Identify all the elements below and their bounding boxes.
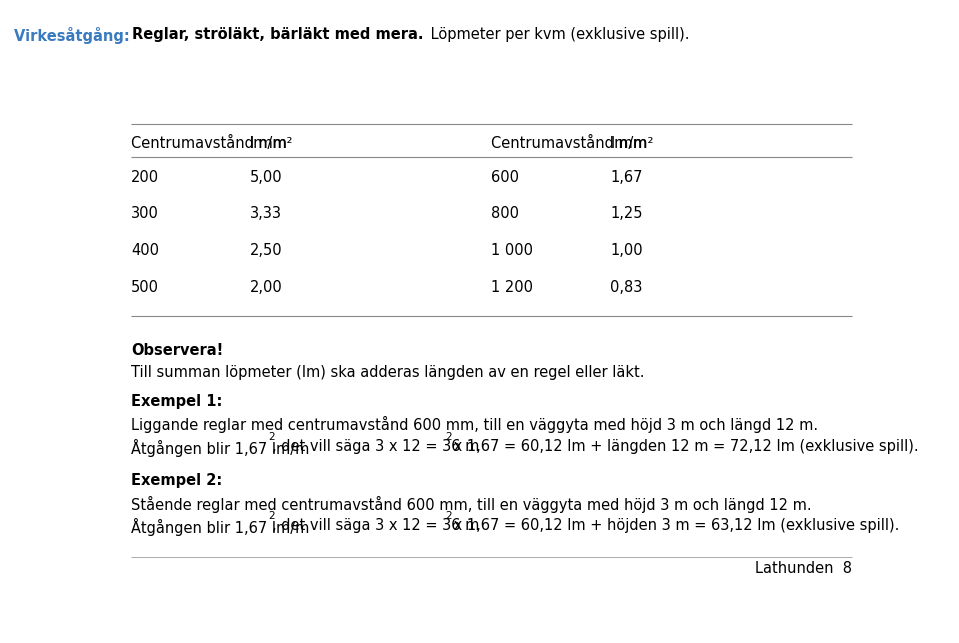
Text: Stående reglar med centrumavstånd 600 mm, till en väggyta med höjd 3 m och längd: Stående reglar med centrumavstånd 600 mm… bbox=[131, 496, 811, 512]
Text: 3,33: 3,33 bbox=[250, 206, 282, 221]
Text: Löpmeter per kvm (exklusive spill).: Löpmeter per kvm (exklusive spill). bbox=[426, 27, 690, 42]
Text: 400: 400 bbox=[131, 243, 159, 258]
Text: 1,00: 1,00 bbox=[611, 243, 643, 258]
Text: lm/m²: lm/m² bbox=[611, 136, 654, 150]
Text: 300: 300 bbox=[131, 206, 159, 221]
Text: 200: 200 bbox=[131, 170, 159, 185]
Text: 1 200: 1 200 bbox=[492, 280, 533, 294]
Text: Exempel 1:: Exempel 1: bbox=[131, 394, 222, 409]
Text: 1,67: 1,67 bbox=[611, 170, 643, 185]
Text: 2,00: 2,00 bbox=[250, 280, 283, 294]
Text: Centrumavstånd mm: Centrumavstånd mm bbox=[492, 136, 647, 150]
Text: Virkesåtgång:: Virkesåtgång: bbox=[14, 27, 135, 44]
Text: Liggande reglar med centrumavstånd 600 mm, till en väggyta med höjd 3 m och läng: Liggande reglar med centrumavstånd 600 m… bbox=[131, 416, 818, 433]
Text: 2: 2 bbox=[445, 511, 452, 521]
Text: , det vill säga 3 x 12 = 36 m: , det vill säga 3 x 12 = 36 m bbox=[272, 439, 480, 453]
Text: Reglar, ströläkt, bärläkt med mera.: Reglar, ströläkt, bärläkt med mera. bbox=[132, 27, 424, 42]
Text: Till summan löpmeter (lm) ska adderas längden av en regel eller läkt.: Till summan löpmeter (lm) ska adderas lä… bbox=[131, 365, 644, 380]
Text: 500: 500 bbox=[131, 280, 159, 294]
Text: x 1,67 = 60,12 lm + höjden 3 m = 63,12 lm (exklusive spill).: x 1,67 = 60,12 lm + höjden 3 m = 63,12 l… bbox=[449, 518, 900, 533]
Text: 5,00: 5,00 bbox=[250, 170, 283, 185]
Text: 1 000: 1 000 bbox=[492, 243, 533, 258]
Text: 0,83: 0,83 bbox=[611, 280, 643, 294]
Text: x 1,67 = 60,12 lm + längden 12 m = 72,12 lm (exklusive spill).: x 1,67 = 60,12 lm + längden 12 m = 72,12… bbox=[449, 439, 919, 453]
Text: 2: 2 bbox=[269, 511, 275, 521]
Text: 1,25: 1,25 bbox=[611, 206, 643, 221]
Text: lm/m²: lm/m² bbox=[250, 136, 293, 150]
Text: 2: 2 bbox=[269, 432, 275, 442]
Text: Åtgången blir 1,67 lm/m: Åtgången blir 1,67 lm/m bbox=[131, 439, 310, 457]
Text: Centrumavstånd mm: Centrumavstånd mm bbox=[131, 136, 287, 150]
Text: Exempel 2:: Exempel 2: bbox=[131, 473, 222, 488]
Text: Observera!: Observera! bbox=[131, 343, 223, 358]
Text: 2: 2 bbox=[445, 432, 452, 442]
Text: 2,50: 2,50 bbox=[250, 243, 283, 258]
Text: Lathunden  8: Lathunden 8 bbox=[755, 561, 852, 576]
Text: , det vill säga 3 x 12 = 36 m: , det vill säga 3 x 12 = 36 m bbox=[272, 518, 480, 533]
Text: 800: 800 bbox=[492, 206, 520, 221]
Text: 600: 600 bbox=[492, 170, 520, 185]
Text: Åtgången blir 1,67 lm/m: Åtgången blir 1,67 lm/m bbox=[131, 518, 310, 536]
